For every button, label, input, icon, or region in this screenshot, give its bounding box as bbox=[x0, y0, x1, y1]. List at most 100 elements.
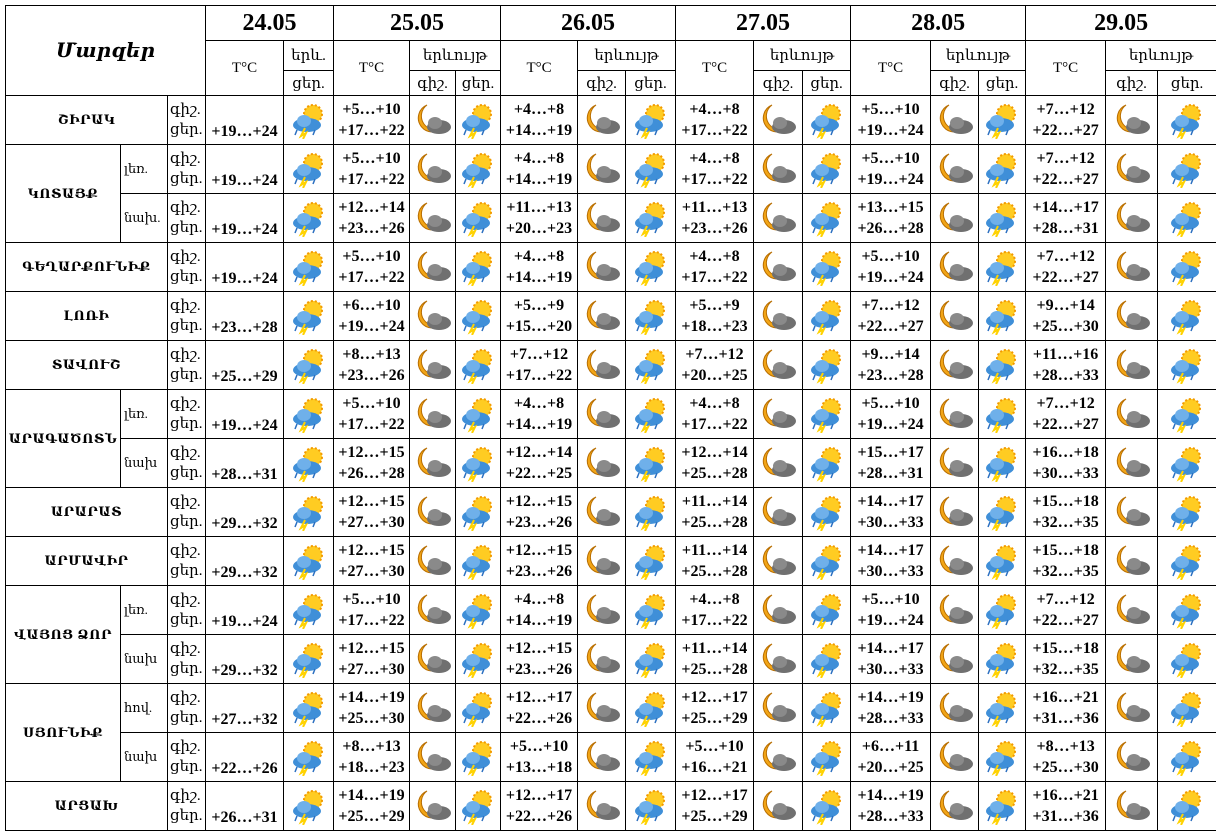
icon-cell bbox=[456, 782, 501, 831]
night-weather-icon bbox=[758, 787, 798, 825]
icon-cell bbox=[803, 586, 851, 635]
icon-cell bbox=[284, 782, 334, 831]
night-label: գիշ. bbox=[170, 541, 205, 561]
temperature-cell: +12…+15+27…+30 bbox=[334, 635, 410, 684]
night-weather-icon bbox=[413, 297, 453, 335]
region-row: նախ.գիշ.ցեր.+19…+24+12…+14+23…+26+11…+13… bbox=[6, 194, 1216, 243]
day-weather-icon bbox=[807, 787, 847, 825]
day-weather-icon bbox=[458, 591, 498, 629]
zone-label: լեռ. bbox=[121, 145, 168, 194]
day-weather-icon bbox=[289, 395, 329, 433]
day-label: ցեր. bbox=[170, 267, 205, 287]
day-weather-icon bbox=[289, 640, 329, 678]
night-temperature: +5…+10 bbox=[676, 736, 753, 757]
icon-cell bbox=[803, 341, 851, 390]
temperature-cell: +14…+19+28…+33 bbox=[851, 684, 931, 733]
night-label: գիշ. bbox=[170, 737, 205, 757]
day-temperature: +31…+36 bbox=[1026, 708, 1105, 729]
icon-cell bbox=[931, 635, 979, 684]
night-temperature: +5…+10 bbox=[851, 99, 930, 120]
icon-cell bbox=[410, 635, 456, 684]
day-weather-icon bbox=[807, 199, 847, 237]
temperature-cell: +9…+14+23…+28 bbox=[851, 341, 931, 390]
icon-cell bbox=[979, 733, 1026, 782]
icon-cell bbox=[1158, 243, 1216, 292]
icon-cell bbox=[410, 292, 456, 341]
region-name: ԳԵՂԱՐՔՈՒՆԻՔ bbox=[6, 243, 168, 292]
night-temperature: +11…+14 bbox=[676, 491, 753, 512]
night-temperature: +12…+15 bbox=[334, 442, 409, 463]
day-weather-icon bbox=[982, 101, 1022, 139]
night-temperature: +5…+9 bbox=[676, 295, 753, 316]
temperature-cell: +12…+15+23…+26 bbox=[501, 537, 578, 586]
temperature: +29…+32 bbox=[206, 537, 284, 586]
icon-cell bbox=[578, 439, 626, 488]
night-temperature: +7…+12 bbox=[1026, 246, 1105, 267]
night-weather-icon bbox=[1112, 297, 1152, 335]
night-temperature: +6…+11 bbox=[851, 736, 930, 757]
day-temperature: +17…+22 bbox=[334, 267, 409, 288]
icon-cell bbox=[1158, 292, 1216, 341]
night-temperature: +12…+17 bbox=[501, 785, 577, 806]
day-header: ցեր. bbox=[1158, 71, 1216, 96]
icon-cell bbox=[754, 586, 803, 635]
icon-cell bbox=[410, 341, 456, 390]
night-weather-icon bbox=[413, 248, 453, 286]
day-weather-icon bbox=[458, 640, 498, 678]
temperature-cell: +4…+8+14…+19 bbox=[501, 96, 578, 145]
day-weather-icon bbox=[1167, 493, 1207, 531]
night-temperature: +16…+21 bbox=[1026, 785, 1105, 806]
temp-header: T°C bbox=[334, 41, 410, 96]
icon-cell bbox=[754, 194, 803, 243]
date-header: 24.05 bbox=[206, 6, 334, 41]
day-weather-icon bbox=[289, 542, 329, 580]
night-header: գիշ. bbox=[931, 71, 979, 96]
temperature-cell: +4…+8+14…+19 bbox=[501, 243, 578, 292]
icon-cell bbox=[626, 341, 676, 390]
icon-cell bbox=[1158, 684, 1216, 733]
icon-cell bbox=[754, 635, 803, 684]
icon-cell bbox=[456, 537, 501, 586]
night-weather-icon bbox=[1112, 738, 1152, 776]
day-weather-icon bbox=[1167, 248, 1207, 286]
night-temperature: +13…+15 bbox=[851, 197, 930, 218]
icon-cell bbox=[803, 390, 851, 439]
temperature-cell: +14…+17+30…+33 bbox=[851, 635, 931, 684]
icon-cell bbox=[456, 194, 501, 243]
day-label: ցեր. bbox=[170, 316, 205, 336]
temperature-cell: +12…+17+25…+29 bbox=[676, 782, 754, 831]
icon-cell bbox=[979, 684, 1026, 733]
day-temperature: +17…+22 bbox=[676, 169, 753, 190]
night-weather-icon bbox=[582, 787, 622, 825]
icon-cell bbox=[754, 488, 803, 537]
region-name: ԱՐՄԱՎԻՐ bbox=[6, 537, 168, 586]
night-temperature: +9…+14 bbox=[1026, 295, 1105, 316]
temperature-cell: +5…+10+19…+24 bbox=[851, 145, 931, 194]
icon-cell bbox=[931, 684, 979, 733]
day-header: ցեր. bbox=[626, 71, 676, 96]
icon-cell bbox=[578, 96, 626, 145]
zone-label: նախ. bbox=[121, 194, 168, 243]
day-weather-icon bbox=[289, 689, 329, 727]
day-temperature: +27…+30 bbox=[334, 659, 409, 680]
night-temperature: +14…+19 bbox=[334, 785, 409, 806]
day-header: ցեր. bbox=[456, 71, 501, 96]
night-label: գիշ. bbox=[170, 149, 205, 169]
icon-cell bbox=[578, 733, 626, 782]
icon-cell bbox=[1158, 145, 1216, 194]
temperature: +28…+31 bbox=[206, 439, 284, 488]
phenomenon-header: երևույթ bbox=[578, 41, 676, 71]
temperature-cell: +4…+8+14…+19 bbox=[501, 390, 578, 439]
icon-cell bbox=[284, 194, 334, 243]
day-temperature: +25…+29 bbox=[676, 806, 753, 827]
night-weather-icon bbox=[758, 199, 798, 237]
day-weather-icon bbox=[1167, 542, 1207, 580]
day-label: ցեր. bbox=[170, 120, 205, 140]
night-temperature: +7…+12 bbox=[851, 295, 930, 316]
day-weather-icon bbox=[631, 787, 671, 825]
icon-cell bbox=[456, 390, 501, 439]
period-labels: գիշ.ցեր. bbox=[168, 194, 206, 243]
